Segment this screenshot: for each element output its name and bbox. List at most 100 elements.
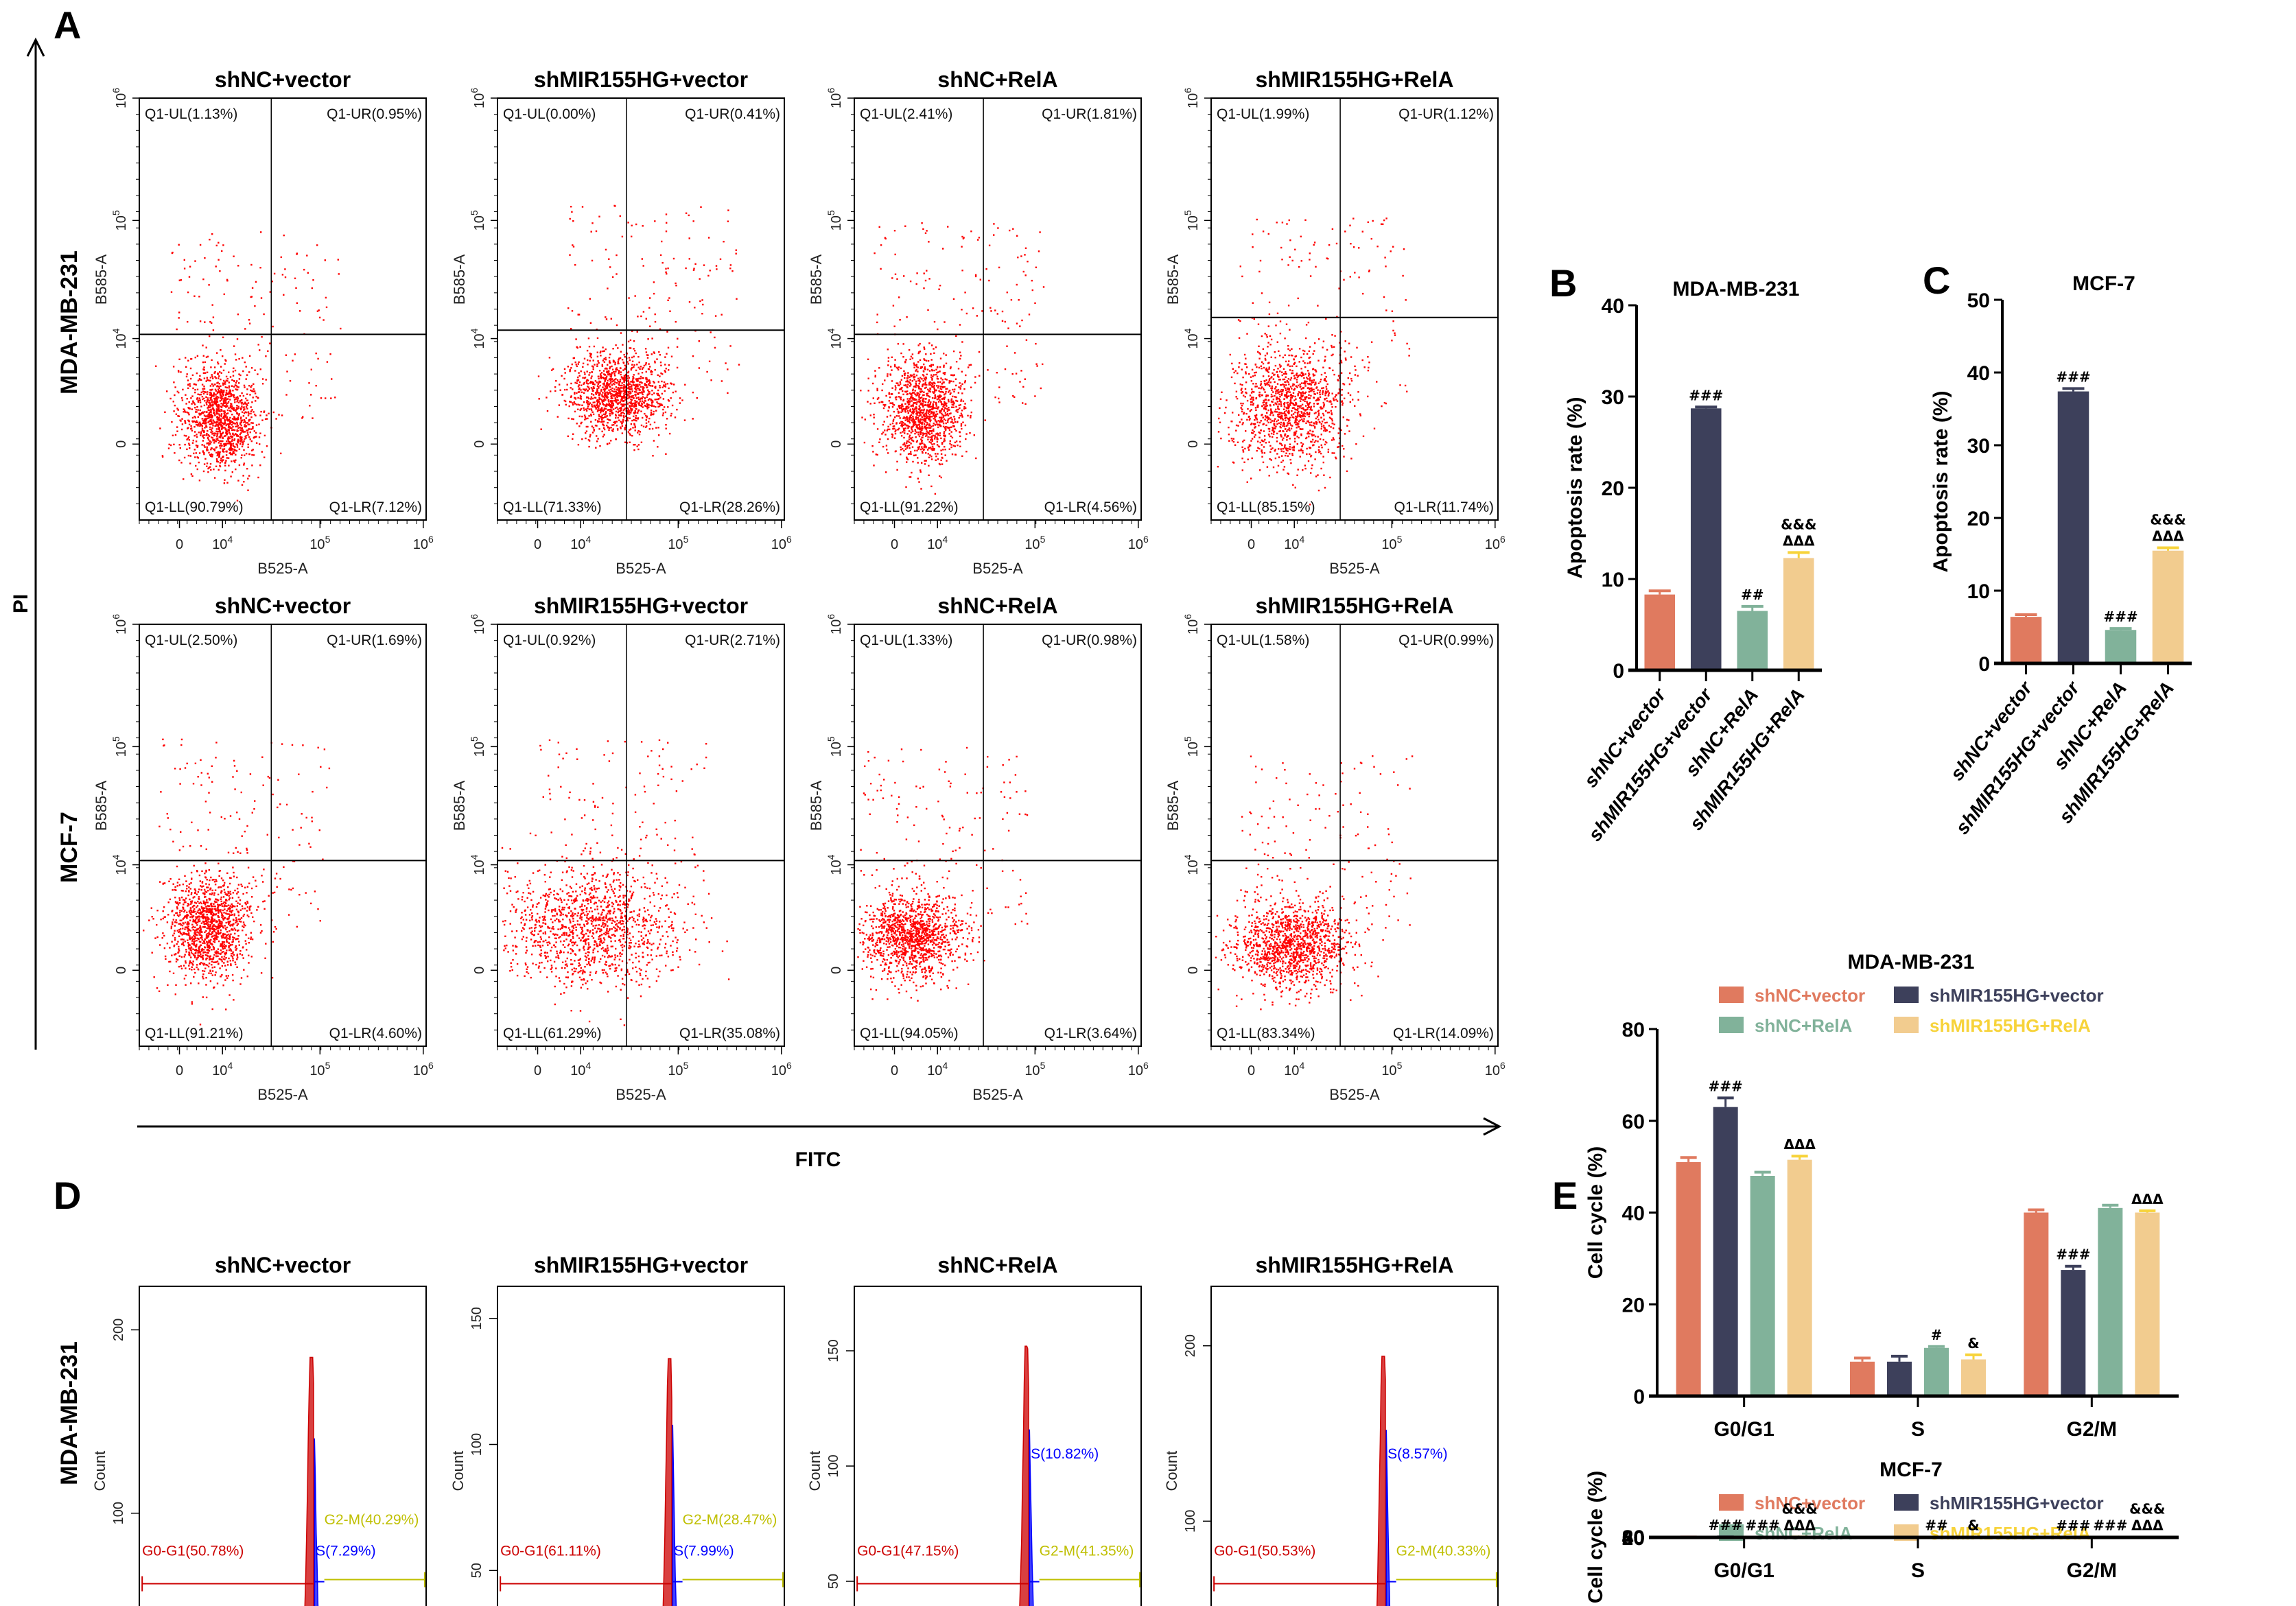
scatter-dot <box>554 390 557 392</box>
scatter-dot <box>209 405 211 407</box>
scatter-dot <box>609 419 611 421</box>
scatter-dot <box>1258 421 1261 424</box>
scatter-dot <box>206 403 208 405</box>
scatter-dot <box>255 400 257 402</box>
scatter-dot <box>200 379 202 381</box>
scatter-dot <box>885 403 887 406</box>
scatter-dot <box>331 378 333 380</box>
scatter-dot <box>660 403 663 405</box>
scatter-dot <box>959 357 961 360</box>
scatter-dot <box>594 364 596 366</box>
scatter-dot <box>904 411 906 413</box>
scatter-dot <box>914 376 916 378</box>
scatter-dot <box>583 371 586 374</box>
scatter-dot <box>928 433 931 436</box>
scatter-dot <box>930 432 933 434</box>
scatter-dot <box>633 405 635 408</box>
scatter-dot <box>196 406 198 408</box>
scatter-dot <box>555 380 557 382</box>
scatter-dot <box>577 403 579 405</box>
scatter-dot <box>244 438 246 440</box>
scatter-dot <box>1028 314 1031 316</box>
scatter-dot <box>613 394 616 396</box>
scatter-dot <box>1402 274 1404 277</box>
scatter-dot <box>203 397 205 400</box>
scatter-dot <box>617 416 619 419</box>
scatter-dot <box>220 445 223 447</box>
scatter-dot <box>238 373 240 375</box>
scatter-dot <box>931 344 933 346</box>
scatter-dot <box>236 401 238 403</box>
scatter-dot <box>631 386 633 388</box>
scatter-dot <box>243 421 245 423</box>
scatter-dot <box>640 386 642 388</box>
scatter-dot <box>202 388 204 390</box>
scatter-dot <box>226 392 229 395</box>
scatter-dot <box>715 265 718 267</box>
scatter-dot <box>928 365 931 367</box>
scatter-dot <box>902 448 904 450</box>
scatter-dot <box>591 409 593 412</box>
scatter-dot <box>941 412 943 414</box>
scatter-dot <box>633 449 635 451</box>
scatter-dot <box>916 394 918 396</box>
scatter-dot <box>932 403 934 405</box>
scatter-dot <box>915 454 917 456</box>
scatter-dot <box>1319 381 1322 383</box>
scatter-dot <box>928 342 930 344</box>
scatter-dot <box>926 427 928 429</box>
scatter-dot <box>635 388 637 391</box>
scatter-dot <box>901 386 903 389</box>
scatter-dot <box>898 405 900 407</box>
scatter-dot <box>882 407 885 410</box>
scatter-dot <box>608 404 610 406</box>
scatter-dot <box>220 459 222 462</box>
scatter-dot <box>926 430 928 432</box>
scatter-dot <box>940 388 943 390</box>
scatter-dot <box>250 384 253 387</box>
scatter-dot <box>1367 221 1369 224</box>
scatter-dot <box>206 447 208 449</box>
scatter-dot <box>957 445 959 447</box>
scatter-dot <box>1309 252 1311 255</box>
scatter-dot <box>209 397 211 399</box>
scatter-dot <box>611 387 613 390</box>
scatter-dot <box>621 405 623 408</box>
scatter-dot <box>935 368 937 370</box>
scatter-dot <box>1285 384 1287 386</box>
scatter-dot <box>188 401 190 403</box>
scatter-dot <box>631 435 633 437</box>
scatter-dot <box>205 380 207 382</box>
scatter-dot <box>1344 231 1346 233</box>
scatter-dot <box>927 401 929 404</box>
scatter-dot <box>1020 370 1022 372</box>
scatter-dot <box>608 403 610 405</box>
scatter-dot <box>211 421 213 423</box>
scatter-dot <box>600 399 603 401</box>
scatter-dot <box>1270 338 1273 341</box>
scatter-dot <box>944 401 946 403</box>
scatter-dot <box>944 407 946 409</box>
scatter-dot <box>207 355 209 357</box>
scatter-dot <box>885 471 887 473</box>
scatter-dot <box>226 280 229 282</box>
scatter-dot <box>938 423 940 426</box>
scatter-dot <box>251 409 253 411</box>
scatter-dot <box>228 387 230 389</box>
scatter-dot <box>602 421 604 423</box>
scatter-dot <box>246 412 248 414</box>
scatter-dot <box>577 386 580 388</box>
scatter-dot <box>1281 392 1283 395</box>
scatter-dot <box>252 426 254 428</box>
scatter-dot <box>563 399 565 402</box>
scatter-dot <box>639 399 641 401</box>
scatter-dot <box>898 296 900 298</box>
scatter-dot <box>193 452 195 455</box>
scatter-dot <box>909 422 911 424</box>
scatter-dot <box>209 403 211 405</box>
scatter-dot <box>940 425 942 427</box>
scatter-dot <box>621 425 624 427</box>
scatter-dot <box>602 403 604 405</box>
scatter-dot <box>1296 416 1299 418</box>
scatter-dot <box>217 425 219 427</box>
